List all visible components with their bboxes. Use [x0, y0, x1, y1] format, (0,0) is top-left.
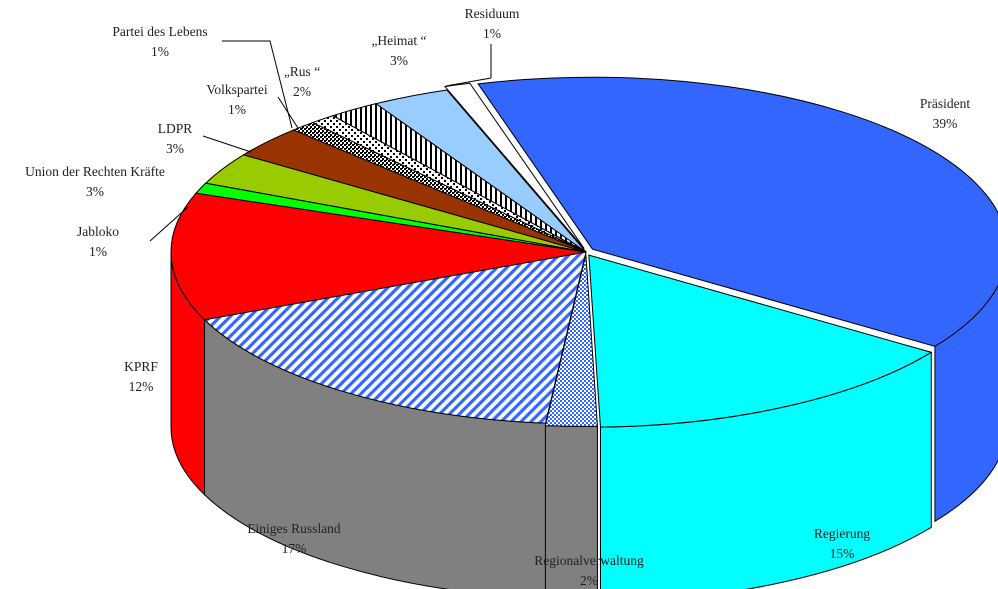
leader-line-7 [203, 136, 251, 152]
slice-label-6: Union der Rechten Kräfte 3% [25, 164, 165, 199]
slice-label-9: Volkspartei 1% [206, 82, 267, 117]
slice-label-8: Partei des Lebens 1% [112, 24, 207, 59]
slice-label-12: Residuum 1% [465, 6, 520, 41]
slice-label-11: „Heimat “3% [371, 33, 426, 68]
slice-label-5: Jabloko 1% [77, 224, 119, 259]
slice-label-4: KPRF 12% [124, 359, 158, 394]
leader-line-9-b [278, 97, 298, 128]
slice-label-7: LDPR 3% [158, 121, 193, 156]
slice-label-10: „Rus “2% [284, 64, 320, 99]
pie-tops [171, 77, 998, 427]
slice-label-0: Präsident 39% [920, 96, 970, 131]
